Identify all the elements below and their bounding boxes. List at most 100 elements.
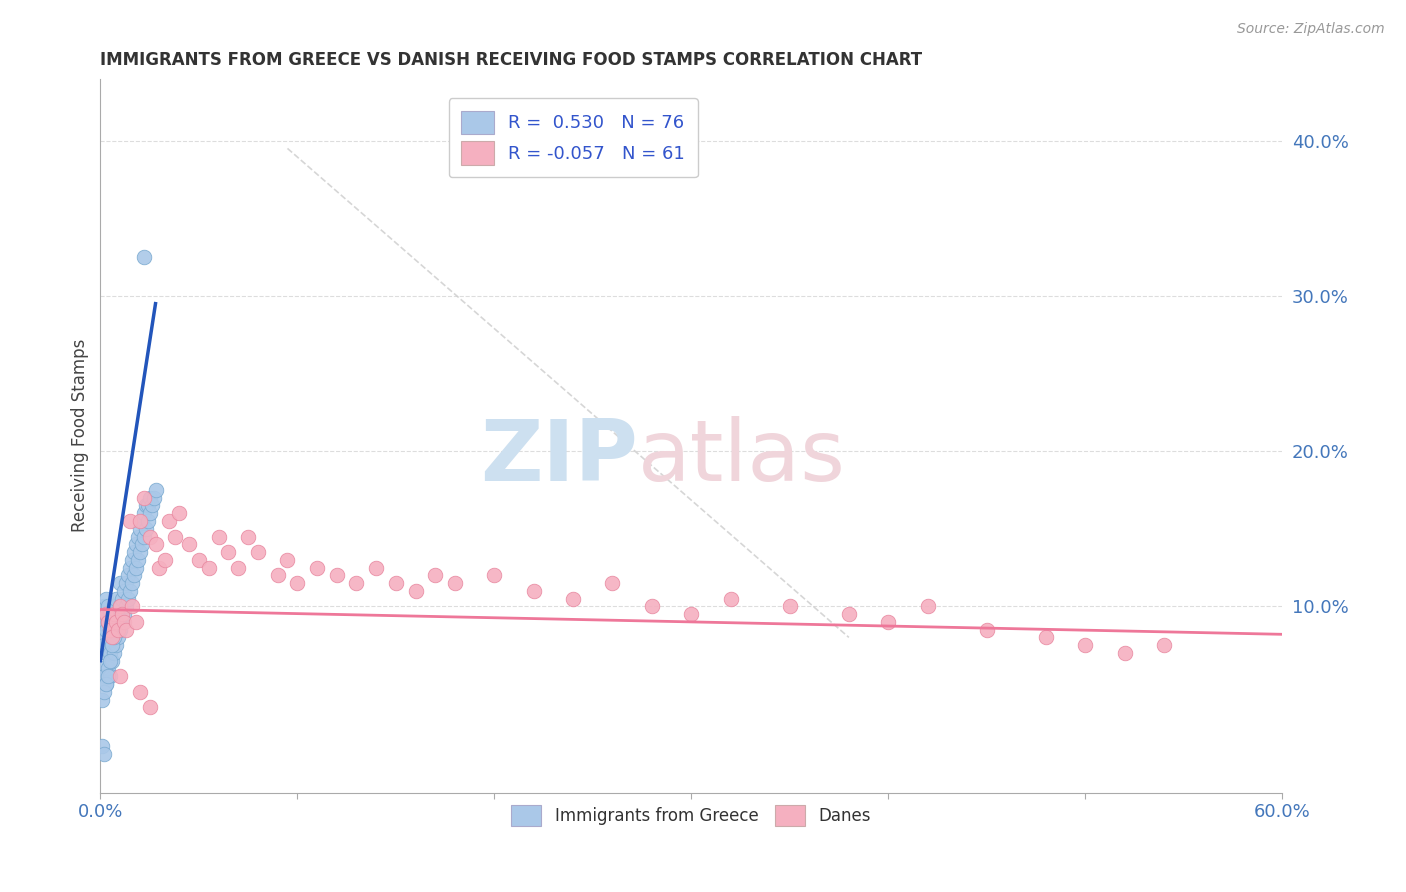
Point (105, 638, 128, 652)
Point (93, 615, 115, 629)
Point (346, 576, 368, 591)
Point (136, 499, 159, 513)
Point (103, 607, 125, 621)
Point (131, 514, 153, 528)
Point (96, 591, 118, 606)
Point (122, 568, 145, 582)
Point (91, 739, 114, 753)
Point (97, 599, 120, 614)
Point (917, 599, 939, 614)
Point (167, 506, 190, 520)
Point (98, 607, 121, 621)
Point (107, 623, 129, 637)
Point (103, 646, 125, 660)
Point (155, 553, 177, 567)
Point (121, 599, 143, 614)
Point (142, 491, 165, 505)
Point (97, 661, 120, 675)
Point (127, 553, 149, 567)
Point (96, 607, 118, 621)
Point (641, 599, 664, 614)
Point (562, 591, 585, 606)
Point (207, 529, 229, 543)
Point (125, 537, 148, 551)
Point (105, 615, 128, 629)
Point (1035, 631, 1057, 645)
Point (101, 631, 124, 645)
Point (98, 623, 121, 637)
Point (128, 685, 150, 699)
Point (103, 623, 125, 637)
Point (141, 499, 163, 513)
Point (425, 568, 447, 582)
Point (125, 615, 148, 629)
Text: atlas: atlas (638, 416, 846, 499)
Point (976, 623, 998, 637)
Point (101, 631, 124, 645)
Point (118, 583, 141, 598)
Point (93, 599, 115, 614)
Point (145, 483, 167, 497)
Point (1114, 646, 1136, 660)
Point (246, 545, 269, 559)
Point (105, 591, 128, 606)
Point (108, 599, 131, 614)
Point (108, 669, 131, 683)
Point (157, 514, 180, 528)
Point (226, 560, 249, 574)
Point (366, 560, 388, 574)
Point (115, 599, 138, 614)
Legend: Immigrants from Greece, Danes: Immigrants from Greece, Danes (503, 797, 879, 834)
Point (1153, 638, 1175, 652)
Point (325, 568, 347, 582)
Point (135, 522, 157, 536)
Point (112, 615, 135, 629)
Point (97, 615, 120, 629)
Point (484, 568, 506, 582)
Point (131, 537, 153, 551)
Point (838, 607, 860, 621)
Point (136, 514, 159, 528)
Point (276, 553, 298, 567)
Point (138, 529, 160, 543)
Point (187, 553, 209, 567)
Point (197, 560, 219, 574)
Point (1074, 638, 1097, 652)
Point (91, 692, 114, 706)
Point (266, 568, 288, 582)
Point (98, 669, 121, 683)
Point (385, 576, 408, 591)
Point (98, 646, 121, 660)
Point (132, 529, 155, 543)
Point (101, 607, 124, 621)
Point (108, 599, 131, 614)
Point (128, 522, 150, 536)
Point (132, 491, 155, 505)
Point (93, 669, 115, 683)
Point (177, 537, 200, 551)
Point (107, 631, 129, 645)
Point (121, 553, 143, 567)
Point (523, 583, 546, 598)
Point (444, 576, 467, 591)
Point (118, 560, 141, 574)
Text: Source: ZipAtlas.com: Source: ZipAtlas.com (1237, 22, 1385, 37)
Point (305, 560, 328, 574)
Point (93, 638, 115, 652)
Point (138, 506, 160, 520)
Point (145, 537, 167, 551)
Point (97, 669, 120, 683)
Point (602, 576, 624, 591)
Point (107, 607, 129, 621)
Point (111, 615, 134, 629)
Point (105, 615, 128, 629)
Point (115, 576, 138, 591)
Point (108, 576, 131, 591)
Y-axis label: Receiving Food Stamps: Receiving Food Stamps (72, 339, 89, 533)
Point (93, 747, 115, 761)
Point (125, 560, 148, 574)
Point (108, 623, 131, 637)
Point (101, 654, 124, 668)
Point (285, 576, 308, 591)
Point (405, 583, 427, 598)
